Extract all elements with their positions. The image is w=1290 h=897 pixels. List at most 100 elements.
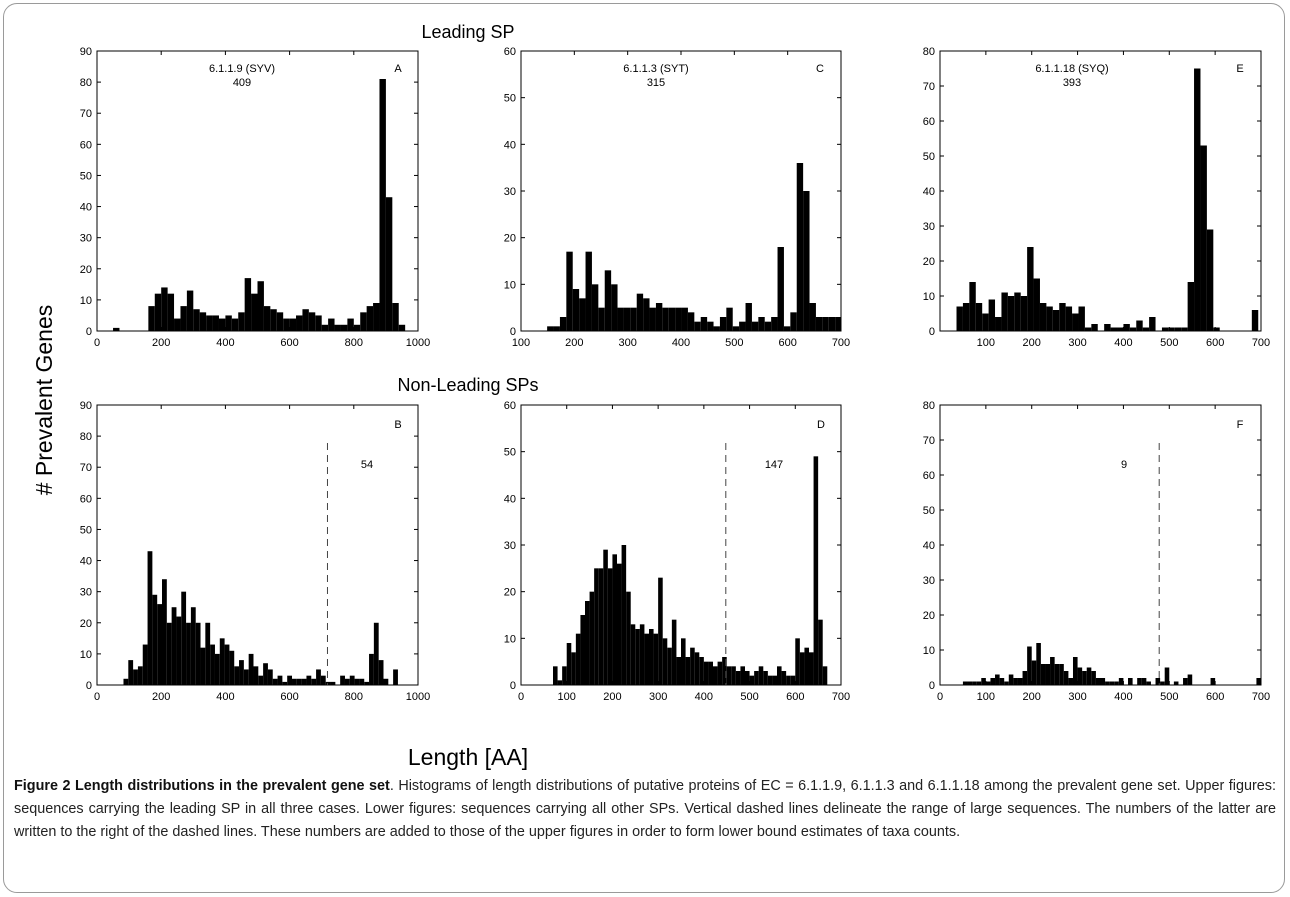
histogram-bar	[1118, 678, 1124, 685]
histogram-bar	[731, 666, 736, 685]
x-tick-label: 0	[94, 337, 100, 349]
histogram-bar	[799, 652, 805, 685]
y-tick-label: 30	[504, 186, 516, 198]
y-tick-label: 40	[923, 540, 935, 552]
histogram-bar	[1078, 306, 1085, 331]
histogram-bar	[1117, 327, 1124, 331]
histogram-bar	[735, 671, 741, 685]
histogram-bar	[152, 594, 158, 685]
histogram-bar	[1065, 306, 1073, 331]
y-tick-label: 50	[923, 151, 935, 163]
y-tick-label: 30	[504, 540, 516, 552]
y-tick-label: 60	[80, 139, 92, 151]
x-tick-label: 200	[565, 337, 583, 349]
x-tick-label: 100	[977, 691, 995, 703]
y-tick-label: 40	[504, 139, 516, 151]
y-tick-label: 20	[80, 264, 92, 276]
histogram-bar	[1142, 327, 1150, 331]
histogram-bar	[137, 666, 143, 685]
histogram-bar	[325, 681, 331, 685]
histogram-bar	[398, 324, 406, 331]
y-axis-title: # Prevalent Genes	[31, 305, 57, 496]
x-tick-label: 500	[740, 691, 758, 703]
x-tick-label: 400	[216, 691, 234, 703]
histogram-bar	[1046, 306, 1053, 331]
histogram-bar	[767, 675, 773, 685]
axes-box	[96, 404, 419, 686]
histogram-bar	[591, 284, 599, 331]
histogram-panel-a: 0 10 20 30 40 50 60 70 80 90 0 200 400 600 800 1000 A 6.1…	[80, 46, 430, 349]
y-tick-label: 70	[923, 435, 935, 447]
histogram-bar	[967, 681, 973, 685]
y-tick-label: 90	[80, 46, 92, 58]
x-tick-label: 700	[1252, 337, 1270, 349]
histogram-bar	[353, 324, 361, 331]
histogram-bar	[553, 326, 560, 331]
histogram-bar	[726, 307, 733, 331]
histogram-bar	[822, 317, 829, 331]
histogram-bar	[681, 307, 688, 331]
histogram-bar	[334, 324, 341, 331]
y-tick-label: 50	[504, 447, 516, 459]
histogram-bar	[214, 653, 220, 685]
histogram-bar	[200, 647, 206, 685]
histogram-bar	[972, 681, 977, 685]
y-tick-label: 40	[504, 493, 516, 505]
histogram-bar	[962, 681, 968, 685]
histogram-bar	[1068, 678, 1073, 685]
histogram-bar	[676, 657, 681, 685]
histogram-bar	[621, 545, 627, 685]
histogram-bar	[308, 312, 316, 331]
histogram-bar	[123, 678, 129, 685]
histogram-bar	[667, 647, 672, 685]
histogram-bar	[572, 289, 580, 331]
histogram-bar	[617, 563, 622, 685]
histogram-bar	[1155, 678, 1161, 685]
histogram-bar	[147, 551, 153, 685]
histogram-bar	[745, 303, 752, 331]
histogram-bar	[623, 307, 631, 331]
y-tick-label: 50	[504, 93, 516, 105]
y-tick-label: 0	[510, 680, 516, 692]
y-tick-label: 10	[80, 649, 92, 661]
histogram-bar	[302, 309, 309, 331]
histogram-bar	[349, 675, 355, 685]
histogram-bar	[1123, 324, 1130, 331]
x-tick-label: 700	[832, 337, 850, 349]
histogram-bar	[1039, 303, 1047, 331]
y-tick-label: 80	[923, 400, 935, 412]
y-tick-label: 10	[504, 279, 516, 291]
histogram-bar	[161, 287, 168, 331]
x-tick-label: 300	[618, 337, 636, 349]
histogram-bar	[267, 669, 273, 685]
x-tick-label: 800	[345, 691, 363, 703]
histogram-bar	[604, 270, 612, 331]
panel-annotation: 6.1.1.18 (SYQ)	[1035, 63, 1108, 75]
histogram-bar	[579, 298, 586, 331]
histogram-bar	[231, 318, 239, 331]
histogram-bar	[589, 591, 595, 685]
x-tick-label: 0	[937, 691, 943, 703]
histogram-bar	[282, 681, 288, 685]
histogram-bar	[287, 675, 293, 685]
histogram-bar	[790, 312, 797, 331]
histogram-bar	[956, 306, 963, 331]
histogram-bar	[1054, 664, 1060, 685]
histogram-bar	[1086, 667, 1092, 685]
histogram-bar	[982, 313, 989, 331]
x-tick-label: 1000	[406, 691, 430, 703]
y-tick-label: 10	[923, 645, 935, 657]
histogram-bar	[719, 317, 727, 331]
histogram-bar	[1033, 278, 1040, 331]
histogram-bar	[354, 678, 360, 685]
histogram-bar	[258, 675, 264, 685]
histogram-bar	[219, 638, 225, 685]
histogram-bar	[962, 303, 970, 331]
row-title-leading: Leading SP	[421, 22, 514, 42]
histogram-bar	[1045, 664, 1051, 685]
histogram-bar	[828, 317, 836, 331]
histogram-panel-f: 0 10 20 30 40 50 60 70 80 0 100 200 300 400 500 600 700 F…	[923, 400, 1270, 703]
histogram-bar	[694, 321, 701, 331]
y-tick-label: 40	[80, 556, 92, 568]
histogram-bar	[835, 317, 841, 331]
